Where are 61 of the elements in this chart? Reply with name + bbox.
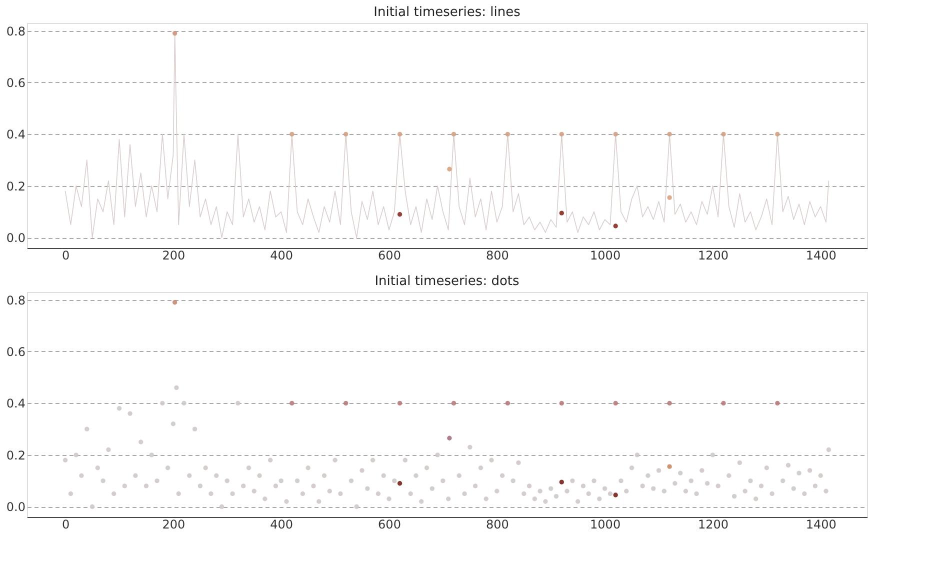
chart-title: Initial timeseries: lines: [374, 5, 521, 20]
point: [172, 300, 178, 305]
x-tick-label: 600: [378, 518, 401, 532]
point: [775, 132, 780, 137]
point: [447, 436, 452, 440]
point: [397, 400, 402, 406]
y-tick-label: 0.0: [6, 500, 26, 514]
line-series: [64, 32, 830, 238]
x-tick-label: 800: [486, 518, 509, 532]
point: [667, 464, 672, 469]
point: [344, 132, 348, 137]
x-tick-label: 200: [162, 248, 186, 262]
x-tick-label: 1000: [590, 248, 621, 262]
point: [172, 31, 178, 36]
x-tick-label: 400: [270, 518, 294, 532]
point: [447, 166, 452, 172]
y-tick-label: 0.2: [6, 179, 26, 194]
x-tick-label: 1200: [698, 518, 728, 532]
x-tick-label: 1000: [590, 518, 621, 532]
point: [451, 400, 456, 406]
point: [559, 132, 564, 137]
x-tick-label: 1400: [806, 248, 836, 262]
point: [451, 132, 456, 137]
y-tick-label: 0.2: [6, 448, 26, 462]
point: [559, 210, 564, 216]
point: [505, 400, 510, 406]
point: [721, 132, 726, 137]
y-tick-label: 0.6: [6, 76, 26, 90]
point: [397, 132, 402, 137]
point: [613, 492, 618, 498]
x-tick-label: 600: [378, 248, 401, 262]
y-tick-label: 0.4: [6, 396, 26, 411]
point: [559, 480, 564, 484]
point: [613, 132, 618, 137]
y-tick-label: 0.4: [6, 128, 26, 142]
point: [397, 481, 402, 486]
x-tick-label: 1400: [806, 518, 836, 532]
point: [613, 400, 618, 406]
x-tick-label: 200: [162, 518, 186, 532]
point: [667, 400, 672, 406]
point: [397, 212, 402, 217]
point: [775, 400, 780, 406]
chart-title: Initial timeseries: dots: [374, 274, 520, 289]
y-tick-label: 0.8: [6, 24, 26, 38]
point: [344, 400, 348, 406]
point: [290, 400, 294, 406]
y-tick-label: 0.6: [6, 344, 26, 359]
point: [667, 132, 672, 137]
x-tick-label: 800: [486, 248, 509, 262]
y-tick-label: 0.8: [6, 293, 26, 308]
point: [721, 400, 726, 406]
x-tick-label: 1200: [698, 248, 728, 262]
point: [613, 224, 618, 228]
x-tick-label: 0: [62, 518, 70, 532]
y-tick-label: 0.0: [6, 231, 26, 246]
x-tick-label: 400: [270, 248, 294, 262]
x-tick-label: 0: [62, 248, 70, 262]
point: [559, 400, 564, 406]
point: [290, 132, 294, 137]
point: [667, 195, 672, 200]
point: [505, 132, 510, 137]
